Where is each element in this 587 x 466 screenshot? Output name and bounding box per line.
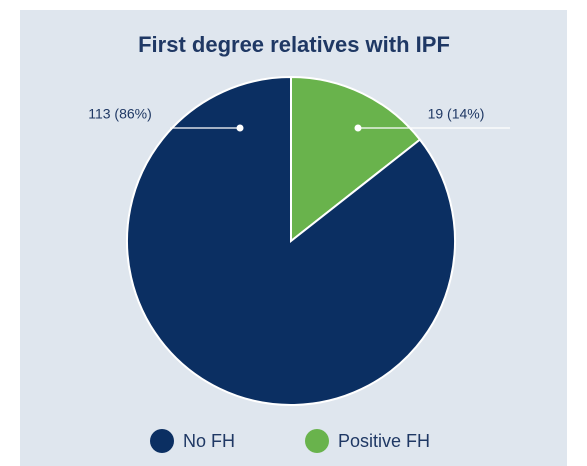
leader-dot: [236, 124, 244, 132]
legend-swatch: [150, 429, 174, 453]
legend-swatch: [305, 429, 329, 453]
leader-dot: [354, 124, 362, 132]
chart-title: First degree relatives with IPF: [138, 32, 450, 57]
data-label: 19 (14%): [428, 106, 485, 122]
data-label: 113 (86%): [88, 106, 152, 122]
legend-label: Positive FH: [338, 431, 430, 451]
legend-label: No FH: [183, 431, 235, 451]
pie-slice: [290, 75, 422, 244]
